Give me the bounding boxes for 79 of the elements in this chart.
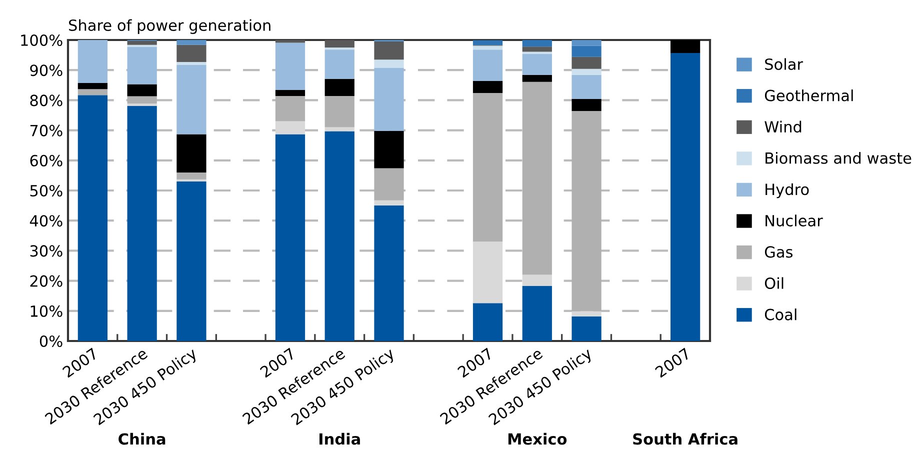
y-tick-label: 50% [30,184,62,197]
bar [572,311,602,316]
bar [572,68,602,75]
bar [275,90,306,96]
bar [374,130,404,168]
bar [472,303,503,341]
bar [572,74,602,99]
bar [374,68,404,131]
legend-label: Nuclear [766,214,823,226]
bar [374,200,404,206]
bar [176,181,206,341]
y-tick-label: 100% [21,34,62,46]
bar [78,83,108,90]
text: India [320,432,360,445]
bar [472,92,503,242]
bar [176,172,206,180]
legend-label: Coal [764,308,796,320]
bar [78,40,108,84]
bar [374,60,404,68]
bar [127,46,157,84]
y-tick-label: 20% [30,275,62,287]
legend-label: Geothermal [764,89,853,102]
bar [78,95,108,341]
legend-label: Wind [764,120,802,133]
bar [572,40,602,46]
bar [472,46,503,50]
bar [522,40,552,47]
bar [522,274,552,286]
bar [374,42,404,60]
legend-label: Gas [764,246,793,258]
bar [670,40,700,53]
y-tick-label: 40% [30,215,62,227]
y-tick-label: 0% [40,335,62,348]
legend-label: Oil [764,277,784,290]
y-tick-label: 80% [30,94,62,106]
bar [324,78,354,96]
bar [572,98,602,112]
bar [670,52,700,341]
bar [275,134,306,341]
legend-label: Solar [765,58,804,70]
bar [324,40,354,48]
bar [275,121,306,134]
y-axis-title: Share of power generation [69,19,270,34]
bar [572,46,602,57]
bar [572,56,602,69]
bar [472,80,503,93]
bar [324,131,354,341]
bar [472,40,503,46]
bar [472,50,503,81]
y-tick-label: 90% [30,64,62,76]
bar [176,134,206,172]
y-tick-label: 30% [30,245,62,257]
legend-label: Hydro [766,183,809,198]
bar [522,74,552,82]
bar [522,286,552,341]
bar [127,40,157,45]
y-tick-label: 60% [30,154,62,166]
bar [374,206,404,341]
bar [78,89,108,96]
y-tick-label: 70% [30,124,62,136]
bar [572,316,602,341]
bar [176,64,206,134]
bar [176,62,206,65]
bar [324,96,354,128]
y-tick-label: 10% [30,305,62,317]
bar [275,42,306,90]
bar [522,54,552,75]
bar [324,50,354,79]
legend-label: Biomass and waste [766,152,912,164]
bar [127,106,157,341]
bar [275,40,306,43]
text: South Africa [633,432,738,445]
bar [176,40,206,45]
bar [472,242,503,304]
bar [522,46,552,52]
text: Mexico [508,432,567,445]
bar [127,84,157,96]
bar [176,44,206,62]
text: China [118,432,166,445]
